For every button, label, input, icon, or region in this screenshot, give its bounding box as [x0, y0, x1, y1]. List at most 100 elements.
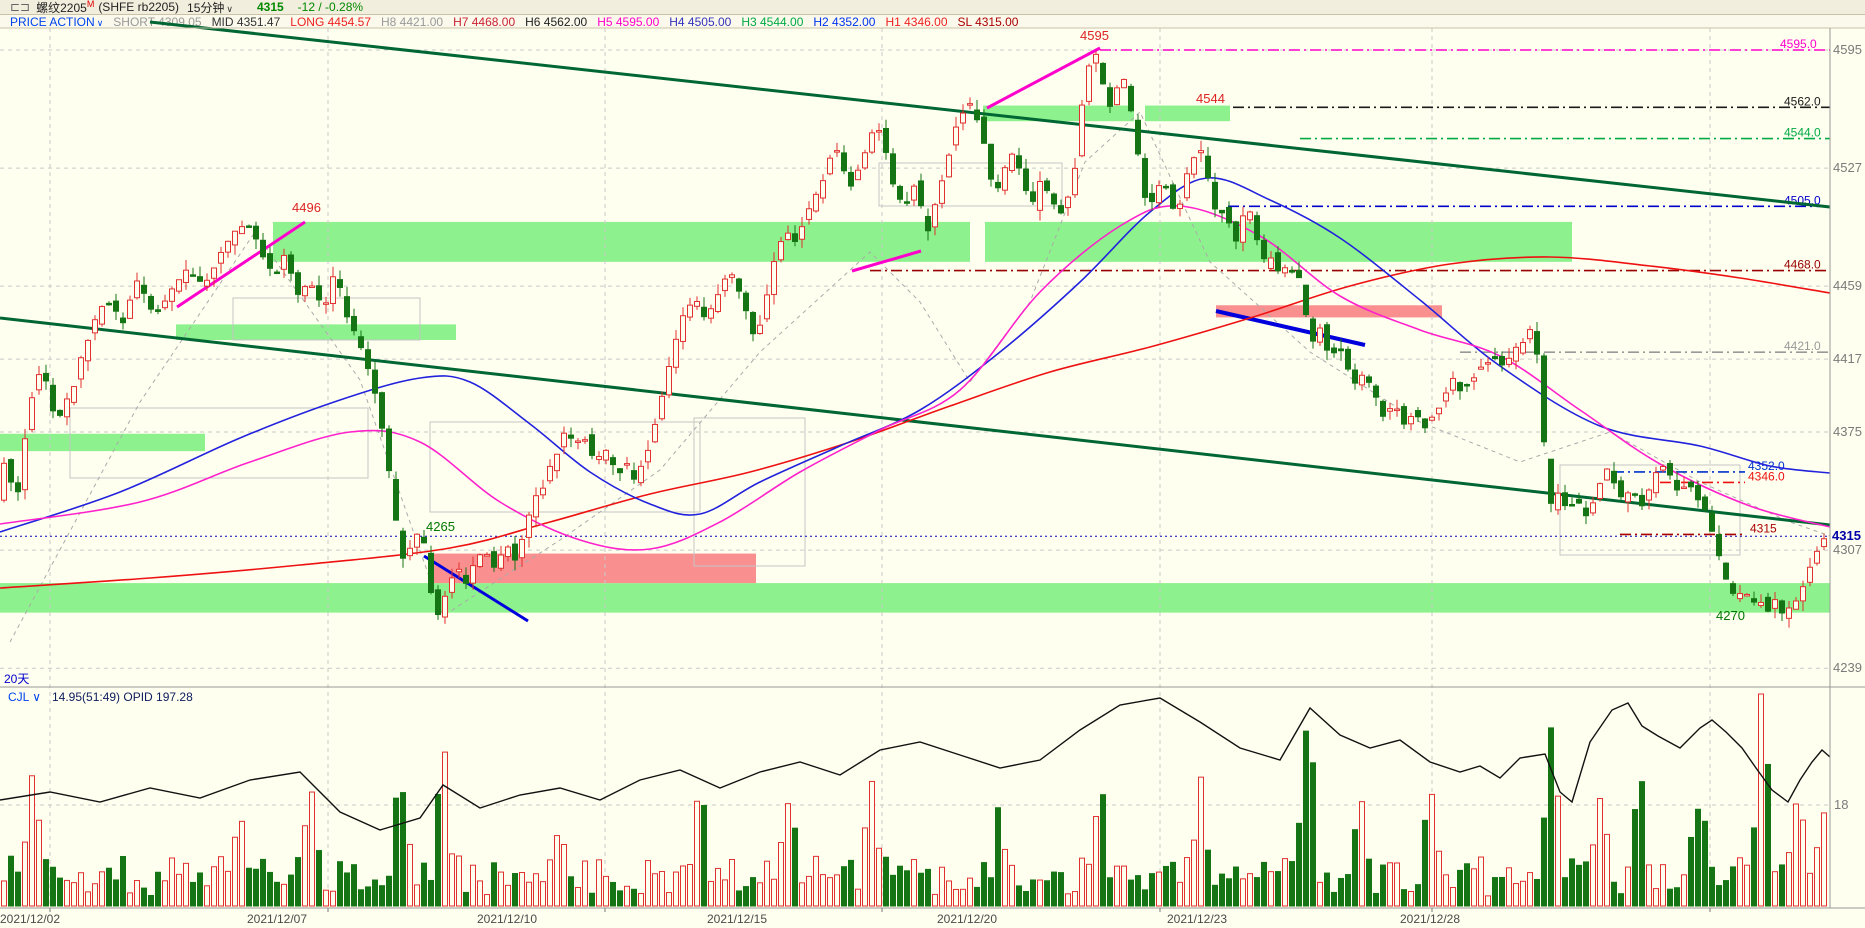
volume-bar [1660, 864, 1666, 907]
candlestick [1, 462, 7, 501]
volume-bar [1604, 833, 1610, 907]
volume-bar [561, 844, 567, 907]
volume-bar [715, 867, 721, 907]
candlestick [953, 126, 959, 146]
volume-bar [1023, 891, 1029, 907]
candlestick [1093, 53, 1099, 64]
volume-bar [1016, 885, 1022, 907]
candlestick [1520, 342, 1526, 354]
volume-bar [1723, 880, 1729, 907]
volume-bar [1443, 874, 1449, 907]
candlestick [484, 554, 490, 557]
volume-bar [813, 855, 819, 907]
candlestick [575, 440, 581, 443]
volume-bar [351, 864, 357, 907]
candlestick [666, 365, 672, 396]
volume-bar [1107, 877, 1113, 907]
candlestick [1205, 155, 1211, 179]
candlestick [757, 324, 763, 334]
candlestick [904, 201, 910, 204]
volume-bar [1450, 886, 1456, 907]
candlestick [1331, 347, 1337, 354]
volume-bar [1275, 871, 1281, 907]
timeframe-selector[interactable]: 15分钟 ∨ [187, 0, 233, 16]
candlestick [190, 274, 196, 277]
indicator-value: SL 4315.00 [957, 14, 1019, 29]
candlestick [232, 230, 238, 246]
volume-bar [211, 866, 217, 907]
candlestick [890, 153, 896, 185]
candlestick [498, 554, 504, 569]
candlestick [1373, 385, 1379, 398]
volume-bar [1373, 892, 1379, 907]
volume-bar [645, 860, 651, 907]
volume-bar [1072, 891, 1078, 907]
candlestick [309, 285, 315, 288]
volume-bar [99, 871, 105, 907]
volume-bar [1331, 891, 1337, 907]
candlestick [659, 395, 665, 420]
candlestick [148, 295, 154, 310]
candlestick [1485, 362, 1491, 365]
candlestick [1821, 538, 1827, 548]
volume-bar [113, 879, 119, 907]
volume-bar [162, 880, 168, 907]
candlestick [22, 438, 28, 491]
volume-bar [617, 890, 623, 907]
candlestick [624, 463, 630, 466]
price-level-label: 4346.0 [1748, 469, 1785, 483]
volume-bar [876, 847, 882, 907]
candlestick [1541, 355, 1547, 443]
volume-bar [883, 856, 889, 907]
volume-bar [897, 865, 903, 907]
candlestick [1779, 600, 1785, 614]
candlestick [617, 468, 623, 474]
volume-bar [64, 879, 70, 907]
candlestick [1359, 374, 1365, 386]
volume-bar [589, 892, 595, 907]
candlestick [533, 495, 539, 518]
candlestick [281, 254, 287, 270]
candlestick [351, 315, 357, 332]
candlestick [1744, 593, 1750, 597]
candlestick [1044, 180, 1050, 191]
volume-bar [1044, 880, 1050, 907]
date-axis-label: 2021/12/23 [1167, 912, 1227, 926]
volume-bar [1121, 865, 1127, 907]
date-axis-label: 2021/12/02 [0, 912, 60, 926]
volume-bar [365, 886, 371, 907]
swing-price-label: 4544 [1196, 91, 1225, 106]
link-icon: ⊏⊐ [10, 0, 31, 14]
sub-indicator-selector[interactable]: CJL ∨ [8, 690, 41, 704]
volume-bar [449, 853, 455, 907]
candlestick [1590, 502, 1596, 514]
candlestick [792, 233, 798, 242]
volume-bar [666, 892, 672, 907]
volume-bar [1737, 857, 1743, 907]
volume-bar [1282, 858, 1288, 907]
volume-bar [1821, 812, 1827, 907]
candlestick [1583, 507, 1589, 517]
candlestick [1058, 205, 1064, 214]
candlestick [1576, 498, 1582, 504]
volume-bar [1240, 878, 1246, 907]
price-change: -12 / -0.28% [297, 0, 364, 14]
candlestick [1156, 185, 1162, 204]
volume-bar [1534, 878, 1540, 907]
volume-bar [988, 877, 994, 907]
volume-bar [141, 887, 147, 907]
candlestick [673, 338, 679, 368]
candlestick [1800, 586, 1806, 602]
volume-bar [1009, 864, 1015, 907]
volume-bar [540, 881, 546, 907]
candlestick [127, 299, 133, 319]
pattern-box [878, 162, 1063, 207]
volume-bar [120, 855, 126, 907]
volume-bar [1611, 881, 1617, 907]
chevron-down-icon: ∨ [226, 3, 233, 14]
indicator-selector[interactable]: PRICE ACTION ∨ [10, 15, 103, 29]
price-level-label: 4562.0 [1784, 94, 1821, 108]
volume-bar [862, 827, 868, 907]
candlestick [1310, 318, 1316, 342]
